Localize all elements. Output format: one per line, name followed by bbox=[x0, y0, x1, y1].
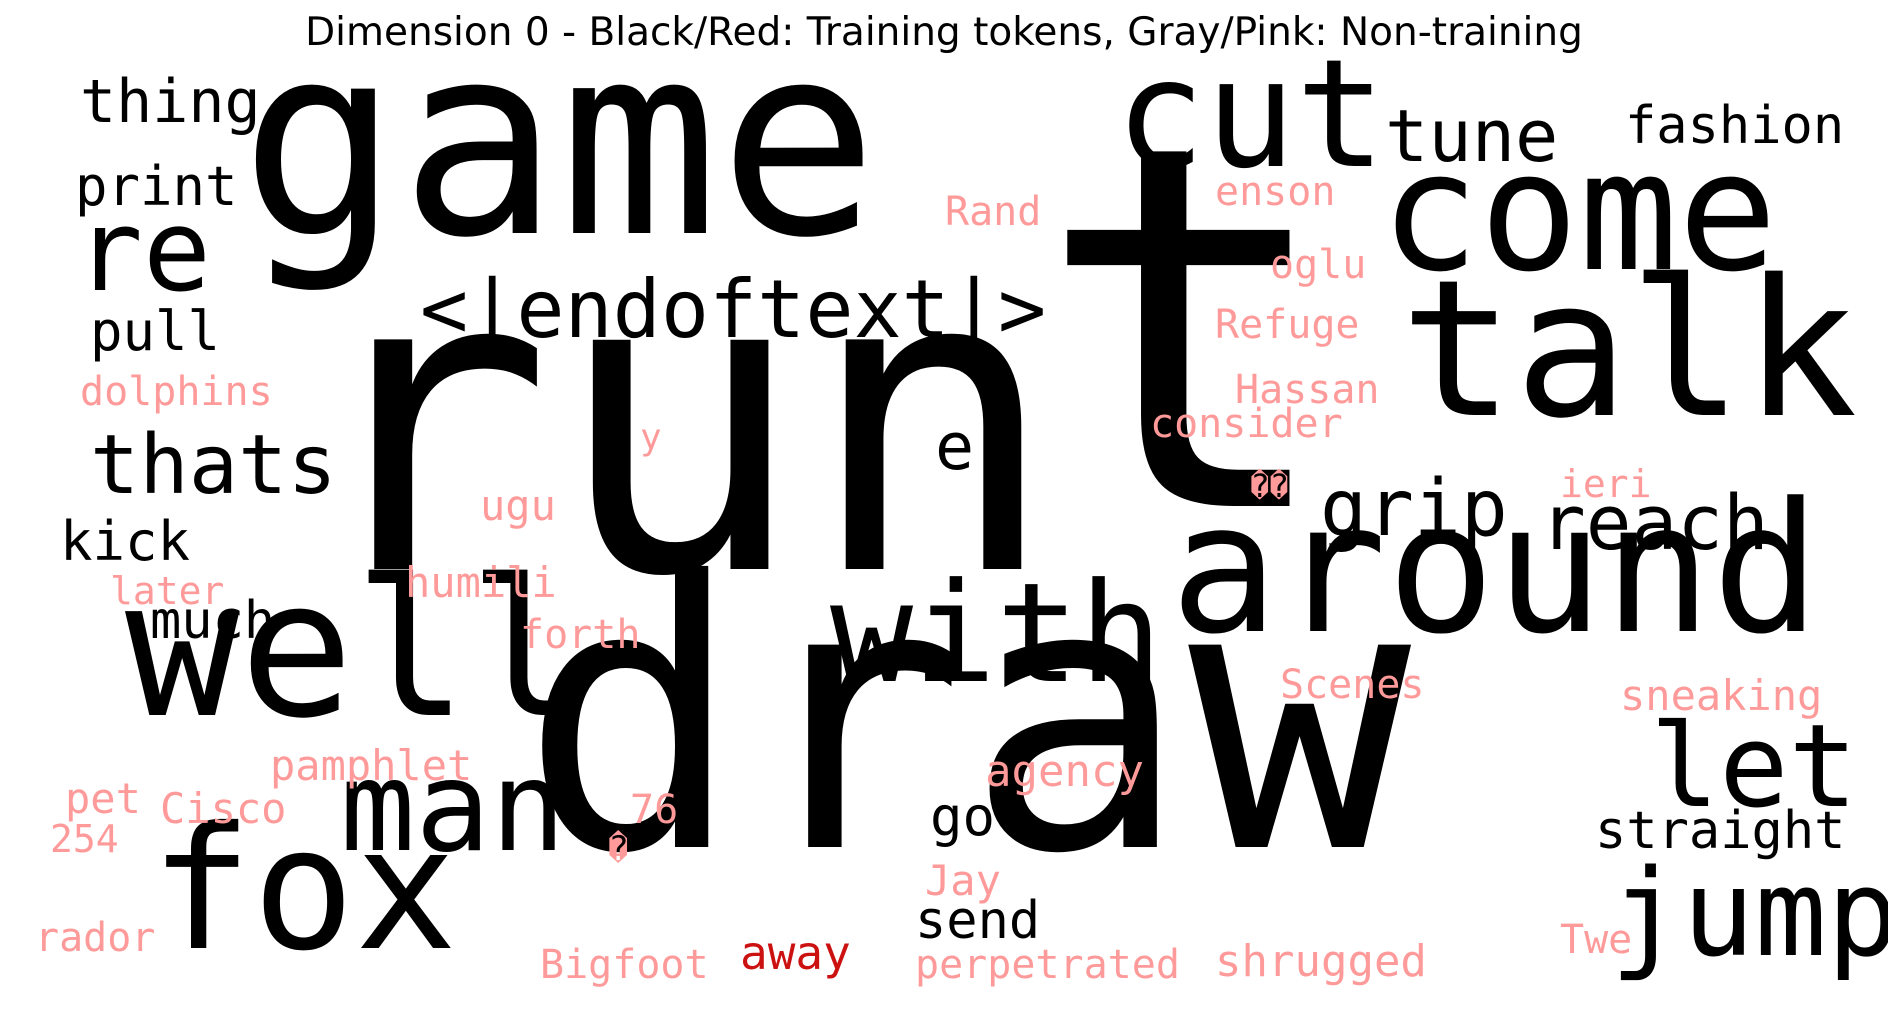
word-refuge: Refuge bbox=[1215, 302, 1360, 348]
word-enson: enson bbox=[1215, 169, 1336, 215]
word-thats: thats bbox=[90, 418, 337, 513]
word-jay: Jay bbox=[925, 856, 1001, 905]
word-76: 76 bbox=[630, 787, 679, 833]
word-jump: jump bbox=[1610, 845, 1888, 984]
word-sneaking: sneaking bbox=[1620, 671, 1823, 720]
word-pull: pull bbox=[90, 300, 221, 363]
word-pamphlet: pamphlet bbox=[270, 741, 473, 790]
word-fox: fox bbox=[150, 791, 458, 989]
word-rand: Rand bbox=[945, 189, 1042, 235]
word-rador: rador bbox=[35, 915, 156, 961]
word-ieri: ieri bbox=[1560, 462, 1652, 506]
word-let: let bbox=[1650, 700, 1858, 834]
word-go: go bbox=[930, 785, 996, 848]
word-thing: thing bbox=[80, 67, 261, 137]
word-t: t bbox=[1035, 38, 1340, 626]
word-with: with bbox=[830, 553, 1163, 714]
word-forth: forth bbox=[520, 612, 641, 658]
word-perpetrated: perpetrated bbox=[915, 942, 1180, 988]
word-draw: draw bbox=[520, 505, 1412, 935]
word-bigfoot: Bigfoot bbox=[540, 942, 709, 988]
chart-title: Dimension 0 - Black/Red: Training tokens… bbox=[305, 10, 1583, 55]
word-symbol-39: �� bbox=[1250, 467, 1289, 505]
word-endoftext: <|endoftext|> bbox=[420, 263, 1047, 356]
word-print: print bbox=[75, 155, 238, 218]
word-e: e bbox=[935, 410, 975, 485]
word-dolphins: dolphins bbox=[80, 369, 273, 415]
word-twe: Twe bbox=[1560, 917, 1633, 963]
word-pet: pet bbox=[65, 774, 141, 823]
word-fashion: fashion bbox=[1625, 96, 1845, 156]
word-later: later bbox=[110, 569, 225, 613]
word-away: away bbox=[740, 926, 851, 980]
word-reach: reach bbox=[1540, 478, 1769, 567]
word-scenes: Scenes bbox=[1280, 662, 1425, 708]
word-tune: tune bbox=[1385, 94, 1559, 178]
word-254: 254 bbox=[50, 817, 119, 861]
word-straight: straight bbox=[1595, 801, 1846, 861]
word-man: man bbox=[340, 735, 566, 880]
word-symbol-53: � bbox=[608, 829, 629, 869]
word-consider: consider bbox=[1150, 401, 1343, 447]
word-humili: humili bbox=[405, 558, 557, 607]
word-re: re bbox=[75, 185, 212, 317]
word-hassan: Hassan bbox=[1235, 367, 1380, 413]
word-talk: talk bbox=[1400, 239, 1858, 460]
word-send: send bbox=[915, 891, 1041, 951]
word-run: run bbox=[300, 180, 1059, 669]
word-ugu: ugu bbox=[480, 481, 556, 530]
word-well: well bbox=[125, 539, 583, 760]
word-agency: agency bbox=[985, 746, 1144, 797]
word-grip: grip bbox=[1320, 464, 1508, 554]
word-cisco: Cisco bbox=[160, 784, 287, 833]
word-shrugged: shrugged bbox=[1215, 936, 1427, 987]
word-around: around bbox=[1170, 465, 1821, 674]
word-come: come bbox=[1380, 116, 1778, 308]
word-game: game bbox=[240, 0, 879, 296]
word-much: much bbox=[150, 591, 276, 651]
word-y: y bbox=[640, 417, 662, 458]
word-oglu: oglu bbox=[1270, 242, 1367, 288]
word-cut: cut bbox=[1115, 28, 1386, 202]
word-kick: kick bbox=[60, 510, 191, 573]
